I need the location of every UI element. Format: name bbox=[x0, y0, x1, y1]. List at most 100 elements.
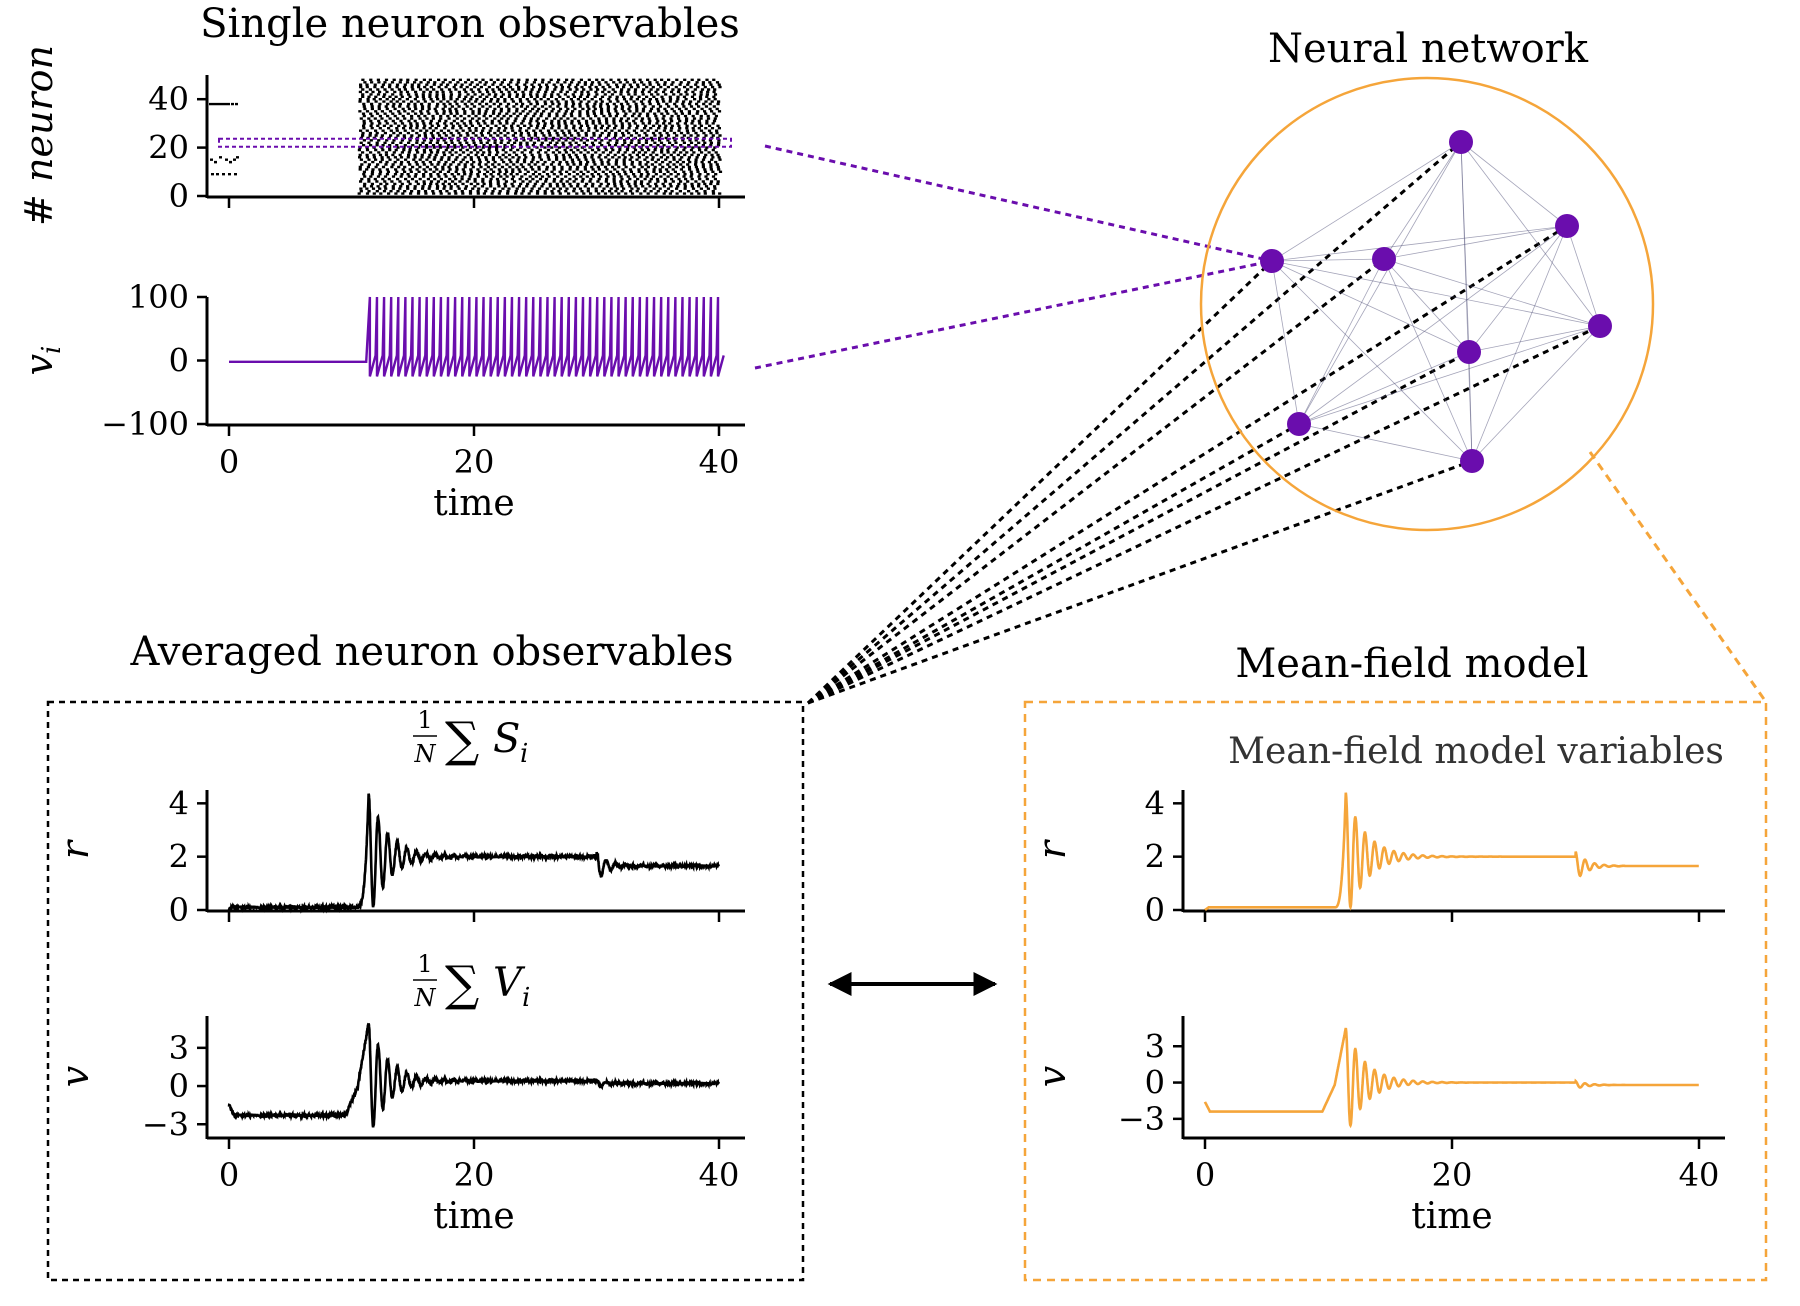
mf-voltage-ytick-label-2: 3 bbox=[1145, 1027, 1165, 1065]
avg-voltage-trace bbox=[227, 1022, 721, 1128]
network-node-n1 bbox=[1449, 130, 1473, 154]
network-to-meanfield-line bbox=[1588, 451, 1768, 703]
avg-to-node-line-0 bbox=[807, 140, 1462, 705]
network-edge-1-2 bbox=[1271, 258, 1385, 262]
avg-to-node-line-2 bbox=[807, 257, 1385, 705]
formula-rate-sum: ∑ bbox=[445, 712, 479, 768]
avg-voltage-xlabel: time bbox=[433, 1196, 514, 1237]
mf-rate-ylabel: r bbox=[1030, 838, 1074, 859]
formula-rate: 1 N ∑ S i bbox=[413, 706, 528, 769]
network-edge-2-3 bbox=[1383, 225, 1568, 260]
mf-voltage-ylabel: v bbox=[1030, 1065, 1074, 1087]
avg-voltage-xtick-label-0: 0 bbox=[219, 1156, 239, 1194]
network-edge-0-1 bbox=[1271, 141, 1462, 262]
formula-volt: 1 N ∑ V i bbox=[413, 950, 530, 1013]
raster-plot: 0 20 40 # neuron bbox=[17, 45, 745, 226]
network-node-n7 bbox=[1287, 412, 1311, 436]
raster-ylabel: # neuron bbox=[17, 45, 61, 226]
avg-voltage-ytick-label-1: 0 bbox=[169, 1067, 189, 1105]
network-node-n5 bbox=[1588, 314, 1612, 338]
network-edge-0-2 bbox=[1383, 141, 1462, 260]
avg-rate-ytick-label-2: 4 bbox=[169, 784, 189, 822]
network-edge-3-4 bbox=[1566, 225, 1601, 327]
mf-voltage-xlabel: time bbox=[1411, 1196, 1492, 1237]
avg-voltage-xtick-label-1: 20 bbox=[454, 1156, 495, 1194]
network-edge-0-3 bbox=[1460, 141, 1568, 227]
avg-to-node-line-7 bbox=[807, 459, 1473, 705]
network-edge-3-5 bbox=[1468, 225, 1568, 353]
network-node-n8 bbox=[1460, 449, 1484, 473]
averaged-box bbox=[46, 700, 805, 1282]
single-voltage-xtick-label-2: 40 bbox=[699, 443, 740, 481]
formula-rate-num: 1 bbox=[417, 706, 432, 734]
avg-to-node-line-3 bbox=[807, 224, 1568, 705]
raster-to-node-line bbox=[764, 144, 1273, 263]
network-edge-1-5 bbox=[1271, 260, 1470, 353]
formula-volt-var: V bbox=[493, 960, 526, 1006]
mf-rate-trace bbox=[1204, 792, 1699, 911]
avg-to-node-line-1 bbox=[806, 259, 1274, 705]
mf-voltage-xtick-label-1: 20 bbox=[1432, 1156, 1473, 1194]
network-edge-0-6 bbox=[1298, 141, 1462, 425]
formula-volt-sub: i bbox=[522, 983, 530, 1013]
single-voltage-plot: −100 0 100 0 20 40 time vi bbox=[17, 278, 745, 524]
network-edge-2-4 bbox=[1383, 258, 1601, 327]
title-single-neuron: Single neuron observables bbox=[200, 1, 740, 47]
network-edge-1-4 bbox=[1271, 260, 1601, 327]
avg-to-node-line-5 bbox=[807, 350, 1470, 705]
mf-voltage-xtick-label-2: 40 bbox=[1679, 1156, 1720, 1194]
network-nodes bbox=[1260, 130, 1612, 473]
network-edge-3-6 bbox=[1298, 225, 1568, 425]
network-edge-2-6 bbox=[1298, 258, 1385, 425]
network-edge-4-6 bbox=[1298, 325, 1601, 425]
raster-ytick-label-0: 0 bbox=[169, 177, 189, 215]
avg-rate-ytick-label-0: 0 bbox=[169, 891, 189, 929]
avg-voltage-ytick-label-2: 3 bbox=[169, 1029, 189, 1067]
single-voltage-ytick-label-1: 0 bbox=[169, 342, 189, 380]
formula-volt-sum: ∑ bbox=[445, 956, 479, 1012]
network-node-n6 bbox=[1457, 340, 1481, 364]
formula-volt-num: 1 bbox=[417, 950, 432, 978]
title-mean-field: Mean-field model bbox=[1235, 641, 1588, 687]
avg-rate-plot: 0 2 4 r bbox=[53, 784, 745, 929]
meanfield-box bbox=[1023, 700, 1768, 1282]
mf-voltage-ytick-label-1: 0 bbox=[1145, 1064, 1165, 1102]
raster-ytick-label-2: 40 bbox=[148, 80, 189, 118]
network-edge-5-7 bbox=[1468, 351, 1473, 462]
avg-rate-ylabel: r bbox=[53, 838, 97, 859]
network-edge-4-5 bbox=[1468, 325, 1601, 353]
network-edge-2-5 bbox=[1383, 258, 1470, 353]
raster-highlight bbox=[218, 137, 732, 148]
network-edge-3-7 bbox=[1471, 225, 1568, 462]
network-edge-1-3 bbox=[1271, 225, 1568, 262]
network-circle bbox=[1199, 76, 1655, 532]
single-voltage-ytick-label-0: −100 bbox=[101, 405, 189, 443]
title-averaged-observables: Averaged neuron observables bbox=[129, 629, 733, 675]
network-edge-2-7 bbox=[1383, 258, 1473, 462]
network-node-n2 bbox=[1260, 249, 1284, 273]
voltage-to-node-line bbox=[754, 259, 1273, 370]
avg-voltage-ylabel: v bbox=[53, 1065, 97, 1087]
single-voltage-xtick-label-0: 0 bbox=[219, 443, 239, 481]
raster-ytick-label-1: 20 bbox=[148, 129, 189, 167]
formula-rate-sub: i bbox=[520, 739, 528, 769]
connection-lines bbox=[754, 140, 1768, 705]
single-voltage-ylabel: vi bbox=[17, 346, 67, 376]
network-node-n4 bbox=[1555, 214, 1579, 238]
mf-rate-ytick-label-1: 2 bbox=[1145, 838, 1165, 876]
network-edge-1-7 bbox=[1271, 260, 1473, 462]
raster-spikes bbox=[209, 78, 723, 195]
single-voltage-trace bbox=[229, 296, 725, 377]
mf-voltage-trace bbox=[1203, 1027, 1699, 1129]
mf-voltage-ytick-label-0: −3 bbox=[1118, 1100, 1165, 1138]
network-edge-1-6 bbox=[1271, 260, 1300, 425]
mf-rate-ytick-label-0: 0 bbox=[1145, 891, 1165, 929]
avg-to-node-line-6 bbox=[807, 422, 1300, 705]
formula-volt-den: N bbox=[414, 984, 437, 1012]
single-voltage-xtick-label-1: 20 bbox=[454, 443, 495, 481]
network-edge-4-7 bbox=[1471, 325, 1601, 462]
network-node-n3 bbox=[1372, 247, 1396, 271]
